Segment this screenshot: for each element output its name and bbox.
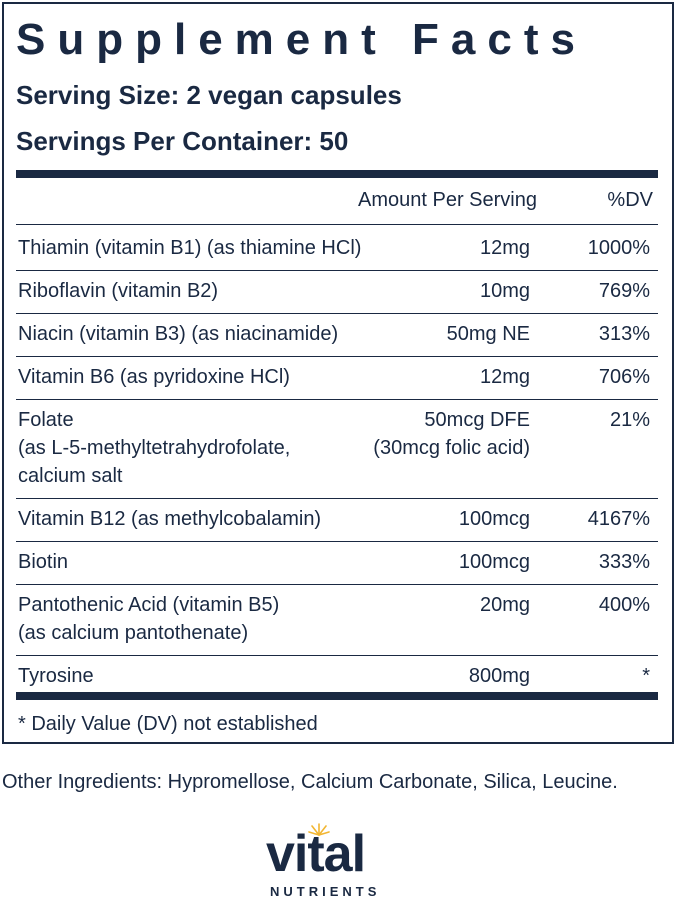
row-divider	[16, 399, 658, 400]
nutrient-name-line: Folate	[18, 409, 74, 431]
nutrient-name-line: Biotin	[18, 551, 69, 573]
nutrient-amount: 50mcg DFE (30mcg folic acid)	[373, 406, 530, 462]
nutrient-amount-line: 100mcg	[458, 508, 530, 530]
nutrient-name: Folate (as L-5-methyltetrahydrofolate, cal…	[18, 406, 290, 490]
nutrient-name-line: Thiamin (vitamin B1) (as thiamine HCl)	[18, 237, 362, 259]
nutrient-name-line: calcium salt	[18, 465, 123, 487]
nutrient-amount: 100mcg	[459, 505, 530, 533]
nutrient-name-line: Vitamin B12 (as methylcobalamin)	[18, 508, 322, 530]
nutrient-amount: 12mg	[480, 234, 530, 262]
other-ingredients: Other Ingredients: Hypromellose, Calcium…	[2, 771, 618, 793]
nutrient-name-line: Riboflavin (vitamin B2)	[18, 280, 219, 302]
nutrient-name: Thiamin (vitamin B1) (as thiamine HCl)	[18, 234, 361, 262]
servings-per-container: Servings Per Container: 50	[16, 126, 349, 156]
nutrient-name: Vitamin B6 (as pyridoxine HCl)	[18, 363, 290, 391]
nutrient-amount-line: 50mcg DFE	[424, 409, 530, 431]
facts-title: Supplement Facts	[16, 15, 587, 64]
nutrient-dv: *	[642, 665, 650, 687]
dv-column-header: %DV	[607, 189, 653, 211]
nutrient-name: Vitamin B12 (as methylcobalamin)	[18, 505, 321, 533]
supplement-facts-panel	[2, 2, 674, 744]
nutrient-amount-line: (30mcg folic acid)	[373, 437, 530, 459]
nutrient-dv: 4167%	[587, 508, 650, 530]
nutrient-name-line: Vitamin B6 (as pyridoxine HCl)	[18, 366, 290, 388]
amount-column-header: Amount Per Serving	[358, 189, 537, 211]
nutrient-amount-line: 12mg	[479, 366, 530, 388]
nutrient-amount-line: 50mg NE	[446, 323, 530, 345]
header-divider	[16, 224, 658, 225]
row-divider	[16, 584, 658, 585]
nutrient-amount: 12mg	[480, 363, 530, 391]
nutrient-name-line: Pantothenic Acid (vitamin B5)	[18, 594, 280, 616]
nutrient-amount: 20mg	[480, 591, 530, 619]
nutrient-amount: 100mcg	[459, 548, 530, 576]
sun-icon	[308, 823, 330, 836]
nutrient-amount: 10mg	[480, 277, 530, 305]
logo-subtitle: NUTRIENTS	[270, 884, 381, 899]
nutrient-dv: 1000%	[587, 237, 650, 259]
vital-nutrients-logo: vital NUTRIENTS	[262, 823, 422, 902]
nutrient-amount: 800mg	[469, 662, 530, 690]
nutrient-amount-line: 100mcg	[458, 551, 530, 573]
nutrient-name: Pantothenic Acid (vitamin B5) (as calcium…	[18, 591, 279, 647]
nutrient-name-line: Tyrosine	[18, 665, 94, 687]
nutrient-dv: 313%	[598, 323, 650, 345]
nutrient-dv: 400%	[598, 594, 650, 616]
row-divider	[16, 655, 658, 656]
nutrient-name-line: (as L-5-methyltetrahydrofolate,	[18, 437, 291, 459]
row-divider	[16, 313, 658, 314]
footnote: * Daily Value (DV) not established	[18, 713, 318, 735]
row-divider	[16, 270, 658, 271]
nutrient-name: Biotin	[18, 548, 68, 576]
nutrient-amount-line: 10mg	[479, 280, 530, 302]
nutrient-name-line: (as calcium pantothenate)	[18, 622, 249, 644]
nutrient-name: Riboflavin (vitamin B2)	[18, 277, 218, 305]
nutrient-name-line: Niacin (vitamin B3) (as niacinamide)	[18, 323, 339, 345]
row-divider	[16, 498, 658, 499]
nutrient-amount-line: 20mg	[479, 594, 530, 616]
nutrient-dv: 769%	[598, 280, 650, 302]
nutrient-dv: 21%	[609, 409, 650, 431]
nutrient-dv: 333%	[598, 551, 650, 573]
row-divider	[16, 356, 658, 357]
serving-size: Serving Size: 2 vegan capsules	[16, 80, 402, 110]
nutrient-name: Niacin (vitamin B3) (as niacinamide)	[18, 320, 338, 348]
nutrient-amount-line: 800mg	[468, 665, 530, 687]
row-divider	[16, 541, 658, 542]
logo-wordmark: vital	[266, 825, 366, 883]
nutrient-name: Tyrosine	[18, 662, 94, 690]
thick-divider-top	[16, 170, 658, 178]
nutrient-amount: 50mg NE	[447, 320, 530, 348]
nutrient-amount-line: 12mg	[479, 237, 530, 259]
thick-divider-bottom	[16, 692, 658, 700]
nutrient-dv: 706%	[598, 366, 650, 388]
